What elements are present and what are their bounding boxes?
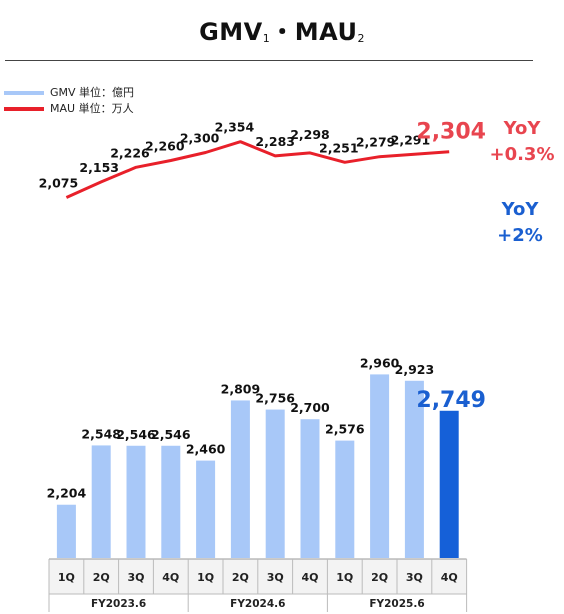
mau-line bbox=[65, 140, 450, 199]
title-gmv: GMV bbox=[199, 18, 263, 46]
gmv-data-label: 2,923 bbox=[395, 362, 435, 377]
mau-data-label: 2,298 bbox=[290, 127, 330, 142]
gmv-bar bbox=[370, 374, 390, 558]
legend-swatch-gmv bbox=[4, 91, 44, 95]
legend-item-gmv: GMV 単位：億円 bbox=[4, 84, 134, 100]
gmv-data-label: 2,546 bbox=[151, 427, 191, 442]
gmv-bar bbox=[404, 380, 424, 558]
quarter-tick-label: 4Q bbox=[301, 571, 318, 584]
gmv-bar bbox=[439, 410, 459, 558]
quarter-tick-label: 3Q bbox=[267, 571, 284, 584]
yoy-value: +0.3% bbox=[489, 144, 554, 165]
gmv-data-label: 2,700 bbox=[290, 400, 330, 415]
title-separator: ・ bbox=[270, 18, 295, 46]
quarter-tick-label: 3Q bbox=[127, 571, 144, 584]
gmv-latest-label: 2,749 bbox=[416, 388, 486, 413]
quarter-tick-label: 3Q bbox=[406, 571, 423, 584]
gmv-bar bbox=[300, 419, 320, 558]
gmv-data-label: 2,960 bbox=[360, 355, 400, 370]
chart-title: GMV1・MAU2 bbox=[0, 12, 564, 47]
yoy-value: +2% bbox=[497, 225, 543, 246]
gmv-bar bbox=[91, 445, 111, 558]
gmv-bar bbox=[335, 440, 355, 558]
mau-data-label: 2,283 bbox=[255, 134, 295, 149]
title-mau-note: 2 bbox=[357, 32, 365, 45]
quarter-tick-label: 1Q bbox=[336, 571, 353, 584]
gmv-bar bbox=[230, 400, 250, 558]
quarter-tick-label: 4Q bbox=[441, 571, 458, 584]
yoy-label: YoY bbox=[503, 118, 542, 139]
gmv-data-label: 2,548 bbox=[81, 426, 121, 441]
legend-swatch-mau bbox=[4, 107, 44, 111]
legend-item-mau: MAU 単位：万人 bbox=[4, 100, 134, 116]
quarter-tick-label: 2Q bbox=[371, 571, 388, 584]
gmv-data-label: 2,204 bbox=[47, 486, 87, 501]
gmv-bar bbox=[126, 445, 146, 558]
quarter-tick-label: 4Q bbox=[162, 571, 179, 584]
fiscal-year-label: FY2024.6 bbox=[230, 598, 285, 610]
fiscal-year-label: FY2025.6 bbox=[369, 598, 424, 610]
legend-label-mau: MAU 単位：万人 bbox=[50, 102, 134, 115]
mau-data-label: 2,279 bbox=[356, 135, 396, 150]
mau-data-label: 2,153 bbox=[79, 160, 119, 175]
mau-data-label: 2,291 bbox=[391, 132, 431, 147]
mau-latest-label: 2,304 bbox=[416, 120, 486, 145]
mau-data-label: 2,300 bbox=[180, 131, 220, 146]
gmv-data-label: 2,756 bbox=[255, 391, 295, 406]
gmv-data-label: 2,809 bbox=[221, 381, 261, 396]
title-mau: MAU bbox=[294, 18, 358, 46]
quarter-tick-label: 1Q bbox=[58, 571, 75, 584]
title-gmv-note: 1 bbox=[262, 32, 271, 45]
gmv-bar bbox=[196, 460, 216, 558]
gmv-bar bbox=[56, 504, 76, 558]
mau-data-label: 2,226 bbox=[110, 145, 150, 160]
gmv-bar bbox=[265, 409, 285, 558]
gmv-data-label: 2,546 bbox=[116, 427, 156, 442]
fiscal-year-label: FY2023.6 bbox=[91, 598, 146, 610]
gmv-bar bbox=[161, 445, 181, 558]
gmv-data-label: 2,460 bbox=[186, 442, 226, 457]
quarter-tick-label: 2Q bbox=[93, 571, 110, 584]
mau-data-label: 2,251 bbox=[319, 140, 359, 155]
mau-data-label: 2,260 bbox=[145, 139, 185, 154]
title-underline bbox=[5, 60, 533, 61]
quarter-tick-label: 1Q bbox=[197, 571, 214, 584]
yoy-label: YoY bbox=[501, 199, 540, 220]
mau-data-label: 2,354 bbox=[215, 120, 255, 135]
gmv-data-label: 2,576 bbox=[325, 422, 365, 437]
mau-data-label: 2,075 bbox=[39, 176, 79, 191]
quarter-tick-label: 2Q bbox=[232, 571, 249, 584]
legend-label-gmv: GMV 単位：億円 bbox=[50, 86, 135, 99]
